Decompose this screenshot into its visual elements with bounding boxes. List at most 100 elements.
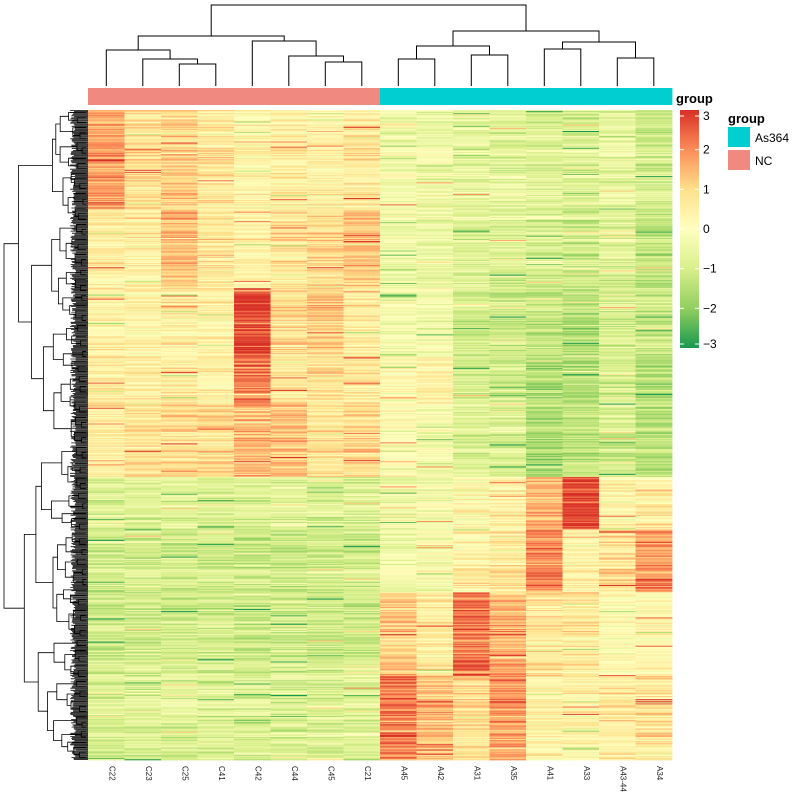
heatmap-cell (453, 319, 490, 322)
heatmap-cell (197, 110, 235, 112)
heatmap-cell (270, 118, 308, 120)
heatmap-cell (343, 299, 381, 302)
heatmap-cell (562, 181, 600, 183)
heatmap-cell (489, 353, 527, 355)
heatmap-cell (161, 207, 198, 209)
heatmap-cell (124, 220, 162, 222)
heatmap-cell (453, 266, 490, 268)
heatmap-cell (124, 301, 162, 304)
heatmap-cell (380, 240, 417, 242)
group-annotation-cell (526, 88, 563, 105)
heatmap-cell (197, 137, 235, 139)
heatmap-cell (161, 179, 198, 181)
heatmap-cell (635, 129, 673, 132)
heatmap-cell (88, 220, 125, 222)
heatmap-cell (635, 201, 673, 203)
heatmap-cell (599, 162, 636, 164)
heatmap-cell (124, 312, 162, 314)
heatmap-cell (307, 292, 344, 294)
heatmap-cell (380, 154, 417, 156)
heatmap-cell (343, 127, 381, 130)
heatmap-cell (489, 248, 527, 250)
heatmap-cell (88, 254, 125, 257)
heatmap-cell (234, 364, 271, 367)
heatmap-cell (197, 360, 235, 363)
heatmap-cell (599, 225, 636, 227)
heatmap-cell (599, 176, 636, 178)
heatmap-cell (416, 237, 454, 240)
heatmap-cell (489, 219, 527, 221)
heatmap-cell (489, 282, 527, 285)
heatmap-cell (197, 335, 235, 337)
heatmap-cell (88, 282, 125, 285)
heatmap-cell (380, 121, 417, 123)
heatmap-cell (343, 245, 381, 247)
heatmap-cell (270, 110, 308, 112)
heatmap-cell (307, 249, 344, 251)
heatmap-cell (307, 366, 344, 369)
heatmap-cell (197, 111, 235, 113)
heatmap-cell (526, 264, 563, 266)
heatmap-cell (635, 247, 673, 249)
heatmap-cell (124, 248, 162, 250)
heatmap-cell (270, 238, 308, 241)
heatmap-cell (124, 213, 162, 216)
heatmap-cell (234, 327, 271, 329)
heatmap-cell (197, 220, 235, 222)
heatmap-cell (526, 360, 563, 363)
heatmap-cell (161, 193, 198, 196)
heatmap-cell (635, 295, 673, 298)
heatmap-cell (124, 309, 162, 311)
heatmap-cell (307, 354, 344, 356)
heatmap-cell (88, 129, 125, 132)
heatmap-cell (599, 331, 636, 333)
heatmap-cell (489, 341, 527, 344)
heatmap-cell (489, 209, 527, 212)
heatmap-cell (343, 237, 381, 240)
heatmap-cell (453, 245, 490, 247)
heatmap-cell (343, 320, 381, 323)
heatmap-cell (453, 221, 490, 223)
heatmap-cell (416, 173, 454, 176)
heatmap-cell (453, 356, 490, 358)
heatmap-cell (380, 271, 417, 273)
heatmap-cell (526, 179, 563, 181)
heatmap-cell (635, 224, 673, 226)
heatmap-cell (635, 359, 673, 361)
heatmap-cell (88, 192, 125, 195)
heatmap-cell (489, 236, 527, 239)
heatmap-cell (124, 250, 162, 252)
heatmap-cell (88, 214, 125, 217)
heatmap-cell (599, 276, 636, 279)
heatmap-cell (599, 275, 636, 278)
heatmap-cell (197, 325, 235, 328)
heatmap-cell (416, 260, 454, 263)
heatmap-cell (161, 221, 198, 223)
heatmap-cell (124, 225, 162, 227)
heatmap-cell (416, 204, 454, 206)
heatmap-cell (562, 286, 600, 288)
heatmap-cell (635, 366, 673, 369)
heatmap-cell (416, 272, 454, 274)
heatmap-cell (124, 191, 162, 194)
heatmap-cell (234, 275, 271, 278)
heatmap-cell (161, 250, 198, 252)
heatmap-cell (453, 207, 490, 209)
heatmap-cell (526, 183, 563, 185)
heatmap-cell (453, 301, 490, 304)
heatmap-cell (526, 258, 563, 261)
heatmap-cell (635, 205, 673, 207)
heatmap-cell (307, 276, 344, 279)
heatmap-cell (453, 322, 490, 325)
heatmap-cell (453, 142, 490, 144)
heatmap-cell (161, 113, 198, 115)
heatmap-cell (124, 306, 162, 308)
heatmap-cell (380, 308, 417, 310)
heatmap-cell (197, 190, 235, 193)
heatmap-cell (88, 324, 125, 327)
heatmap-cell (599, 198, 636, 200)
heatmap-cell (562, 122, 600, 125)
heatmap-cell (526, 255, 563, 258)
heatmap-cell (88, 181, 125, 183)
heatmap-cell (453, 236, 490, 239)
